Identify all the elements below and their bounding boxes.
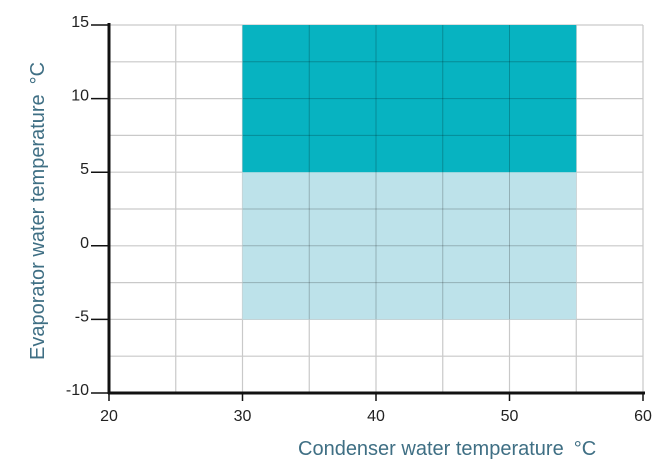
x-axis-title: Condenser water temperature °C [298, 438, 596, 460]
operating-regions [242, 25, 577, 320]
y-axis-unit: °C [27, 62, 49, 84]
operating-region-1 [242, 172, 577, 320]
x-tick-label: 50 [501, 408, 519, 425]
y-axis-title: Evaporator water temperature °C [27, 62, 49, 360]
y-tick-label: 0 [80, 235, 89, 252]
y-tick-label: 5 [80, 161, 89, 178]
y-tick-label: 10 [71, 88, 89, 105]
x-tick-label: 60 [634, 408, 652, 425]
y-axis-label: Evaporator water temperature [27, 94, 49, 360]
x-tick-label: 30 [234, 408, 252, 425]
operating-region-2 [242, 25, 577, 173]
x-axis-unit: °C [574, 438, 596, 460]
y-tick-label: 15 [71, 14, 89, 31]
y-tick-label: -5 [75, 308, 89, 325]
x-axis-label: Condenser water temperature [298, 438, 564, 460]
region-grid-overlay [242, 25, 577, 320]
axes [91, 23, 645, 401]
x-tick-label: 40 [367, 408, 385, 425]
x-tick-label: 20 [100, 408, 118, 425]
y-tick-label: -10 [66, 382, 89, 399]
